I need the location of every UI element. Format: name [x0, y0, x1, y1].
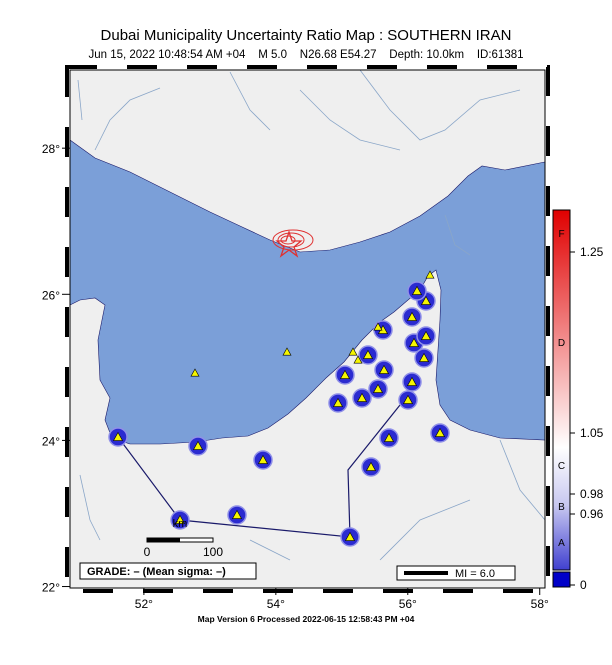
lon-label: 56°: [399, 597, 417, 611]
lat-label: 28°: [42, 142, 60, 156]
mi-text: MI = 6.0: [455, 568, 495, 580]
station-triangle: [231, 509, 243, 519]
footer: Map Version 6 Processed 2022-06-15 12:58…: [198, 614, 415, 624]
station-triangle: [192, 440, 204, 450]
scale-start: 0: [144, 545, 151, 559]
station-triangle: [190, 368, 200, 377]
station-triangle: [425, 270, 435, 279]
grade-letter: D: [558, 338, 565, 349]
stations: [108, 270, 450, 547]
station-triangle: [434, 427, 446, 437]
station-triangle: [282, 347, 292, 356]
title: Dubai Municipality Uncertainty Ratio Map…: [101, 27, 512, 44]
station-triangle: [362, 349, 374, 359]
station-triangle: [372, 383, 384, 393]
station-triangle: [406, 311, 418, 321]
border-line: [77, 71, 471, 256]
station-triangle: [344, 531, 356, 541]
subtitle: Jun 15, 2022 10:48:54 AM +04 M 5.0 N26.6…: [88, 49, 523, 61]
scale-bar: 0 100 km: [144, 518, 224, 559]
station-triangle: [406, 376, 418, 386]
mi-box: [396, 565, 516, 581]
colorbar-label: 1.25: [580, 245, 604, 259]
lat-label: 22°: [42, 581, 60, 595]
map-area: 0 100 km GRADE: – (Mean sigma: –) MI = 6…: [65, 65, 550, 593]
lon-label: 52°: [135, 597, 153, 611]
colorbar-label: 0: [580, 578, 587, 592]
grade-box: [79, 562, 257, 580]
station-triangle: [411, 285, 423, 295]
lon-label: 54°: [267, 597, 285, 611]
colorbar-label: 0.98: [580, 487, 604, 501]
colorbar-label: 0.96: [580, 507, 604, 521]
station-triangle: [112, 431, 124, 441]
station-triangle: [383, 432, 395, 442]
station-triangle: [332, 397, 344, 407]
station-triangle: [348, 347, 358, 356]
scale-unit: km: [173, 518, 188, 530]
station-triangle: [418, 352, 430, 362]
frame-ticks: [65, 65, 550, 593]
colorbar-gradient: [552, 209, 571, 571]
river: [79, 69, 546, 561]
lon-label: 58°: [531, 597, 549, 611]
station-triangle: [339, 369, 351, 379]
lat-label: 26°: [42, 288, 60, 302]
station-triangle: [365, 461, 377, 471]
grade-letter: A: [558, 538, 565, 549]
colorbar-label: 1.05: [580, 426, 604, 440]
grade-letter: C: [558, 461, 565, 472]
station-triangle: [378, 364, 390, 374]
station-triangle: [408, 337, 420, 347]
grade-letter: B: [558, 502, 565, 513]
colorbar: [552, 209, 571, 588]
station-triangle: [373, 322, 383, 331]
scale-end: 100: [203, 545, 223, 559]
colorbar-zero: [552, 571, 571, 588]
grade-letter: F: [558, 229, 564, 240]
station-triangle: [257, 454, 269, 464]
lat-label: 24°: [42, 434, 60, 448]
frame: [69, 69, 546, 589]
station-triangle: [420, 295, 432, 305]
epicenter: [272, 229, 314, 258]
station-triangle: [420, 330, 432, 340]
network-line: [117, 404, 401, 538]
station-triangle: [356, 392, 368, 402]
station-triangle: [402, 394, 414, 404]
station-triangle: [353, 355, 363, 364]
station-triangle: [174, 514, 186, 524]
grade-text: GRADE: – (Mean sigma: –): [87, 566, 226, 578]
